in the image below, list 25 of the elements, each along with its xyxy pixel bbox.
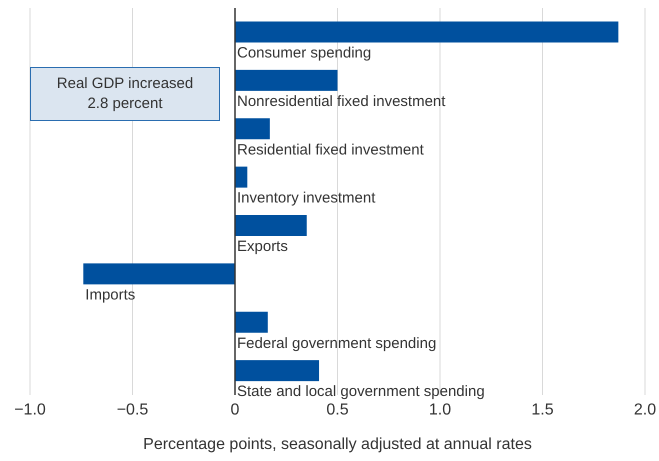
y-tick-label: Exports — [237, 238, 288, 256]
y-tick-label: Consumer spending — [237, 44, 372, 62]
y-tick-label: Inventory investment — [237, 190, 376, 207]
bar — [235, 312, 268, 333]
x-tick-label: −0.5 — [116, 401, 148, 418]
bar — [235, 70, 338, 91]
y-tick-label: Residential fixed investment — [237, 141, 425, 158]
x-tick-label: 2.0 — [634, 401, 656, 418]
x-tick-label: 1.5 — [531, 401, 554, 418]
y-tick-label: Nonresidential fixed investment — [237, 92, 446, 110]
bar — [83, 263, 235, 284]
bar — [235, 166, 248, 188]
x-axis-title: Percentage points, seasonally adjusted at annual rates — [143, 436, 532, 453]
bar — [235, 215, 307, 236]
y-tick-label: State and local government spending — [237, 383, 485, 400]
x-tick-label: −1.0 — [14, 401, 46, 418]
bar — [235, 360, 320, 382]
y-tick-label: Imports — [85, 286, 136, 304]
x-tick-label: 1.0 — [428, 401, 452, 418]
x-tick-label: 0.5 — [326, 401, 349, 418]
bar — [235, 22, 618, 43]
x-tick-label: 0 — [230, 401, 240, 418]
y-tick-label: Federal government spending — [237, 334, 436, 352]
bar — [235, 118, 270, 140]
note-box: Real GDP increased 2.8 percent — [30, 67, 220, 121]
